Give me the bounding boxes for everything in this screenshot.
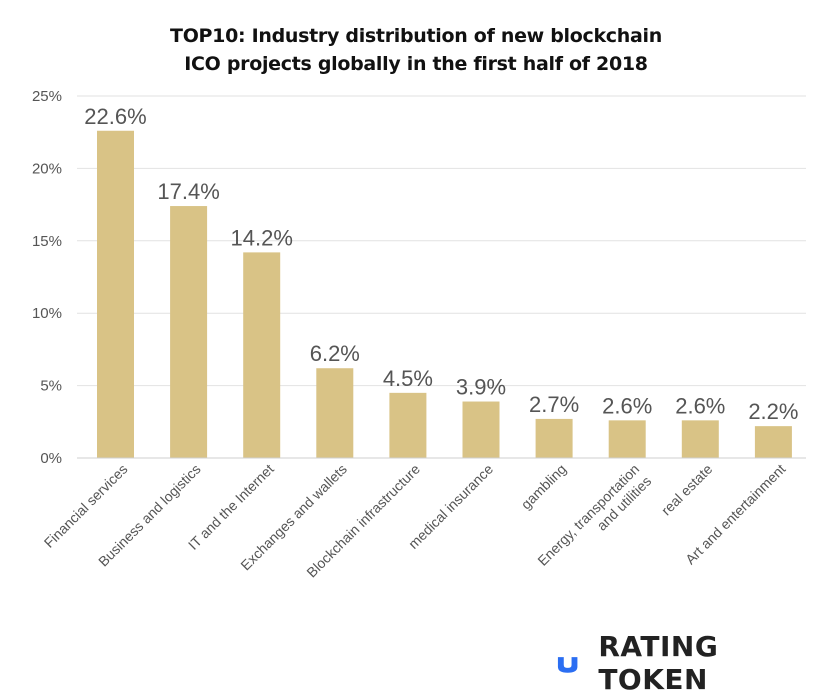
data-label: 2.7% [529, 392, 579, 417]
data-label: 4.5% [383, 366, 433, 391]
logo-mark-icon [557, 657, 578, 673]
data-label: 2.6% [602, 393, 652, 418]
bar [462, 401, 500, 458]
x-tick-label: gambling [518, 461, 569, 512]
data-label: 3.9% [456, 375, 506, 400]
data-label: 22.6% [84, 104, 146, 129]
y-tick-label: 15% [32, 233, 62, 250]
y-tick-label: 5% [40, 378, 62, 395]
chart-title: TOP10: Industry distribution of new bloc… [0, 22, 832, 78]
data-label: 6.2% [310, 341, 360, 366]
data-label: 17.4% [157, 179, 219, 204]
rating-token-logo: RATING TOKEN [555, 630, 832, 696]
y-tick-label: 0% [40, 450, 62, 467]
y-tick-label: 10% [32, 305, 62, 322]
y-tick-label: 25% [32, 88, 62, 105]
x-tick-label: real estate [658, 461, 716, 519]
bar [170, 206, 208, 458]
data-label: 2.6% [675, 393, 725, 418]
data-label: 14.2% [231, 225, 293, 250]
bar [681, 420, 719, 458]
chart-title-line-1: TOP10: Industry distribution of new bloc… [170, 25, 662, 47]
bar [535, 418, 573, 458]
bar [97, 130, 134, 458]
y-tick-label: 20% [32, 160, 62, 177]
bar-chart: 0%5%10%15%20%25%22.6%Financial services1… [32, 88, 806, 581]
bar [754, 426, 792, 458]
chart-title-line-2: ICO projects globally in the first half … [184, 53, 648, 75]
bar [389, 392, 427, 458]
bar [316, 368, 354, 458]
logo-text: RATING TOKEN [598, 630, 719, 696]
data-label: 2.2% [748, 399, 798, 424]
bar [608, 420, 646, 458]
bar [243, 252, 281, 458]
